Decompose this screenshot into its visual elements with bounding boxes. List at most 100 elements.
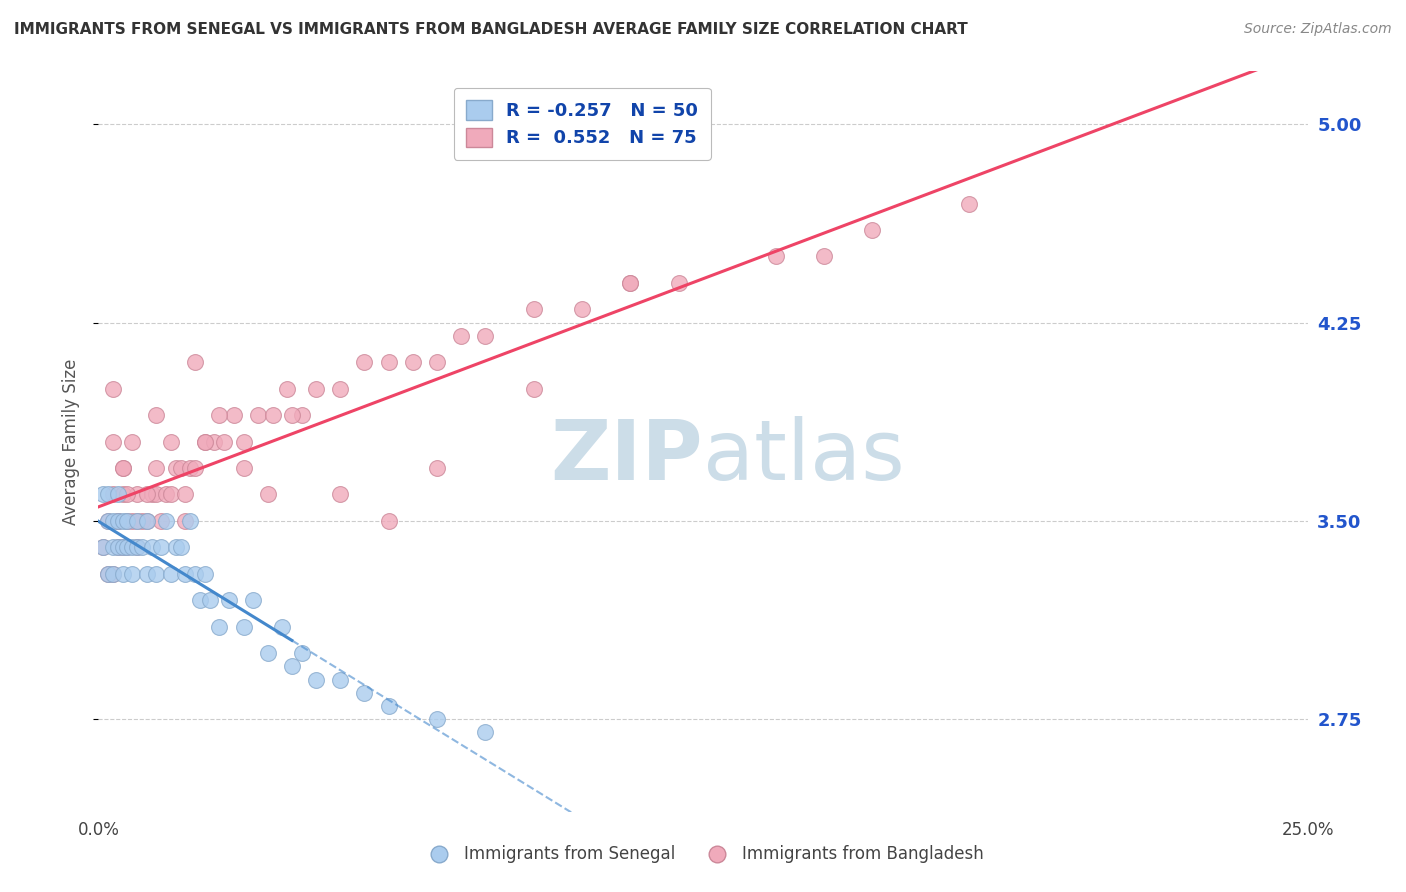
Point <box>150 514 173 528</box>
Point <box>184 355 207 369</box>
Point <box>97 514 120 528</box>
Legend: Immigrants from Senegal, Immigrants from Bangladesh: Immigrants from Senegal, Immigrants from… <box>416 838 990 870</box>
Point <box>91 541 114 555</box>
Point <box>155 514 177 528</box>
Point <box>117 514 139 528</box>
Point <box>208 619 231 633</box>
Point <box>523 302 546 317</box>
Point <box>127 487 149 501</box>
Point <box>426 712 449 726</box>
Point <box>281 408 304 422</box>
Point <box>160 434 183 449</box>
Point <box>117 487 139 501</box>
Point <box>141 487 163 501</box>
Point <box>232 434 254 449</box>
Point <box>155 487 177 501</box>
Point <box>121 514 143 528</box>
Point <box>117 541 139 555</box>
Point <box>135 514 157 528</box>
Point <box>174 514 197 528</box>
Point <box>111 566 134 581</box>
Point <box>107 514 129 528</box>
Point <box>290 646 312 660</box>
Point <box>619 276 641 290</box>
Point <box>107 514 129 528</box>
Point <box>813 250 835 264</box>
Point <box>222 408 245 422</box>
Point <box>107 541 129 555</box>
Point <box>194 566 217 581</box>
Point <box>127 514 149 528</box>
Point <box>377 355 399 369</box>
Point <box>117 541 139 555</box>
Point <box>957 196 980 211</box>
Point <box>290 408 312 422</box>
Point <box>101 566 124 581</box>
Point <box>377 698 399 713</box>
Point <box>353 686 375 700</box>
Point <box>169 541 191 555</box>
Point <box>101 514 124 528</box>
Point <box>97 566 120 581</box>
Point <box>135 514 157 528</box>
Point <box>131 541 153 555</box>
Point <box>145 487 167 501</box>
Point <box>474 725 496 739</box>
Point <box>165 461 187 475</box>
Point <box>450 328 472 343</box>
Point <box>127 514 149 528</box>
Point <box>111 461 134 475</box>
Point <box>145 408 167 422</box>
Point <box>121 434 143 449</box>
Point <box>174 487 197 501</box>
Point <box>135 566 157 581</box>
Point <box>256 646 278 660</box>
Point <box>179 461 201 475</box>
Point <box>218 593 240 607</box>
Point <box>101 434 124 449</box>
Point <box>329 673 352 687</box>
Point <box>271 619 294 633</box>
Point <box>127 541 149 555</box>
Point <box>426 461 449 475</box>
Point <box>232 461 254 475</box>
Point <box>160 487 183 501</box>
Point <box>111 541 134 555</box>
Point <box>204 434 226 449</box>
Text: atlas: atlas <box>703 416 904 497</box>
Point <box>165 541 187 555</box>
Point <box>619 276 641 290</box>
Point <box>262 408 284 422</box>
Point <box>276 382 298 396</box>
Point <box>107 541 129 555</box>
Point <box>353 355 375 369</box>
Point <box>97 487 120 501</box>
Point <box>127 541 149 555</box>
Point <box>91 541 114 555</box>
Point <box>194 434 217 449</box>
Point <box>571 302 593 317</box>
Point <box>101 541 124 555</box>
Point <box>184 566 207 581</box>
Point <box>860 223 883 237</box>
Point <box>91 487 114 501</box>
Point <box>169 461 191 475</box>
Point <box>117 514 139 528</box>
Point <box>281 659 304 673</box>
Point <box>377 514 399 528</box>
Point <box>107 514 129 528</box>
Point <box>523 382 546 396</box>
Text: Source: ZipAtlas.com: Source: ZipAtlas.com <box>1244 22 1392 37</box>
Point <box>668 276 690 290</box>
Point <box>111 514 134 528</box>
Point <box>426 355 449 369</box>
Point <box>101 566 124 581</box>
Point <box>111 461 134 475</box>
Point <box>174 566 197 581</box>
Point <box>111 487 134 501</box>
Point <box>256 487 278 501</box>
Point <box>188 593 211 607</box>
Text: ZIP: ZIP <box>551 416 703 497</box>
Text: IMMIGRANTS FROM SENEGAL VS IMMIGRANTS FROM BANGLADESH AVERAGE FAMILY SIZE CORREL: IMMIGRANTS FROM SENEGAL VS IMMIGRANTS FR… <box>14 22 967 37</box>
Point <box>135 487 157 501</box>
